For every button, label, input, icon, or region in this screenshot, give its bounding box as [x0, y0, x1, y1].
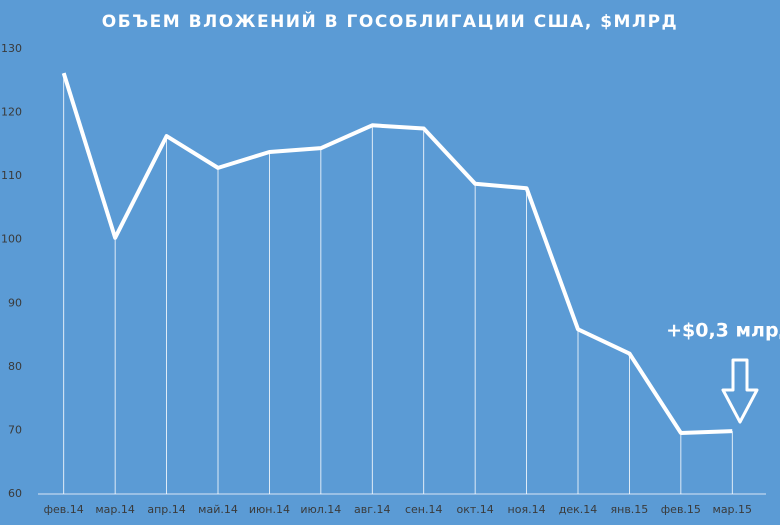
y-tick-label: 70: [8, 423, 22, 436]
x-tick-label: июн.14: [249, 503, 290, 516]
x-tick-label: окт.14: [457, 503, 494, 516]
y-tick-label: 60: [8, 487, 22, 500]
x-tick-label: май.14: [198, 503, 238, 516]
x-tick-label: фев.15: [661, 503, 701, 516]
y-tick-label: 110: [1, 169, 22, 182]
x-tick-label: ноя.14: [508, 503, 546, 516]
y-tick-label: 80: [8, 360, 22, 373]
line: [61, 72, 733, 435]
y-tick-label: 130: [1, 42, 22, 55]
x-tick-label: мар.15: [713, 503, 753, 516]
y-tick-label: 100: [1, 233, 22, 246]
x-tick-label: дек.14: [559, 503, 598, 516]
x-tick-label: апр.14: [147, 503, 185, 516]
x-tick-label: фев.14: [44, 503, 84, 516]
annotation: +$0,3 млрд: [666, 320, 780, 342]
x-tick-label: июл.14: [300, 503, 341, 516]
y-tick-label: 90: [8, 296, 22, 309]
x-tick-label: авг.14: [354, 503, 391, 516]
chart-title: ОБЪЕМ ВЛОЖЕНИЙ В ГОСОБЛИГАЦИИ США, $МЛРД: [102, 10, 678, 32]
annotation-arrow: [721, 358, 759, 424]
x-tick-label: сен.14: [405, 503, 443, 516]
x-tick-label: янв.15: [611, 503, 649, 516]
y-tick-label: 120: [1, 106, 22, 119]
x-tick-label: мар.14: [95, 503, 135, 516]
